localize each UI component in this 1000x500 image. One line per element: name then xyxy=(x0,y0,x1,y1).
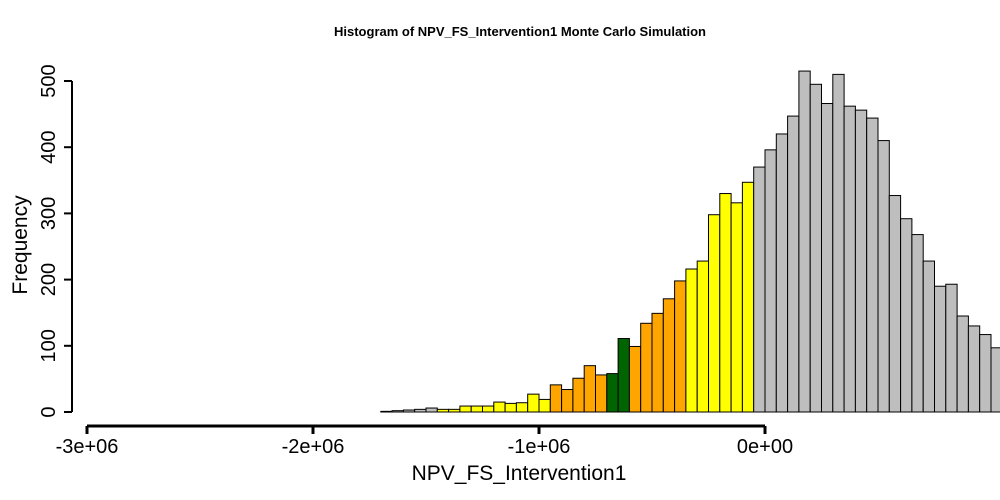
histogram-bar xyxy=(696,260,710,413)
y-tick-label: 0 xyxy=(38,406,60,417)
histogram-bar xyxy=(549,384,563,413)
histogram-bar xyxy=(380,410,393,413)
histogram-bar xyxy=(990,347,1000,413)
histogram-bar xyxy=(922,260,936,413)
histogram-bar xyxy=(617,338,630,413)
histogram-bar xyxy=(459,405,472,413)
histogram-bar xyxy=(798,70,811,413)
histogram-bar xyxy=(809,83,823,413)
histogram-bar xyxy=(979,334,992,413)
histogram-bar xyxy=(538,398,551,413)
histogram-bar xyxy=(877,140,890,413)
histogram-bar xyxy=(911,234,924,413)
bars-group xyxy=(380,70,1000,413)
histogram-bar xyxy=(391,410,404,413)
y-axis-label: Frequency xyxy=(9,195,32,295)
histogram-bar xyxy=(402,409,416,413)
histogram-bar xyxy=(967,325,981,413)
histogram-bar xyxy=(764,149,777,413)
histogram-bar xyxy=(628,345,642,413)
histogram-bar xyxy=(482,405,495,413)
histogram-bar xyxy=(934,285,947,413)
x-axis: -3e+06 -2e+06 -1e+06 0e+00 xyxy=(56,424,793,458)
histogram-bar xyxy=(527,393,540,413)
histogram-bar xyxy=(662,298,676,413)
chart-title: Histogram of NPV_FS_Intervention1 Monte … xyxy=(334,24,706,39)
histogram-bar xyxy=(900,218,913,413)
histogram-bar xyxy=(888,195,902,413)
x-tick-label: -1e+06 xyxy=(508,436,571,458)
histogram-bar xyxy=(493,401,506,413)
histogram-bar xyxy=(414,408,427,413)
histogram-bar xyxy=(436,408,450,413)
histogram-bar xyxy=(945,283,958,413)
x-tick-label: -2e+06 xyxy=(282,436,345,458)
histogram-bar xyxy=(832,73,845,413)
histogram-bar xyxy=(821,103,834,413)
x-tick-label: -3e+06 xyxy=(56,436,119,458)
histogram-bar xyxy=(448,408,461,413)
histogram-bar xyxy=(425,407,438,413)
histogram-bar xyxy=(572,377,585,413)
histogram-bar xyxy=(730,202,743,413)
histogram-bar xyxy=(685,268,698,413)
y-tick-label: 500 xyxy=(38,64,60,97)
histogram-bar xyxy=(753,166,766,413)
histogram-bar xyxy=(866,117,879,413)
x-tick-label: 0e+00 xyxy=(737,436,793,458)
histogram-bar xyxy=(854,109,868,413)
histogram-bar xyxy=(561,388,574,413)
histogram-bar xyxy=(470,405,484,413)
histogram-bar xyxy=(583,365,597,413)
histogram-bar xyxy=(674,280,687,413)
histogram-bar xyxy=(708,214,721,413)
histogram-bar xyxy=(956,315,969,413)
histogram-bar xyxy=(775,133,789,413)
histogram-bar xyxy=(595,374,608,413)
y-tick-label: 400 xyxy=(38,131,60,164)
y-tick-label: 100 xyxy=(38,329,60,362)
x-axis-label: NPV_FS_Intervention1 xyxy=(412,462,627,485)
histogram-bar xyxy=(719,193,732,413)
histogram-bar xyxy=(640,322,653,413)
histogram-bar xyxy=(741,181,755,413)
histogram-bar xyxy=(515,402,529,413)
histogram-bar xyxy=(606,373,619,413)
y-axis: 0 100 200 300 400 500 xyxy=(38,64,73,418)
y-tick-label: 300 xyxy=(38,197,60,230)
histogram-bar xyxy=(843,105,856,413)
histogram-bar xyxy=(787,115,800,413)
histogram-bar xyxy=(651,312,664,413)
y-tick-label: 200 xyxy=(38,263,60,296)
histogram-bar xyxy=(504,402,517,413)
